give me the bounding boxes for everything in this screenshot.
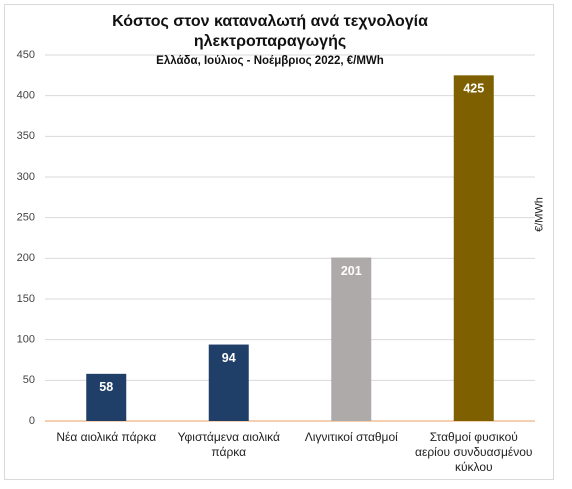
- data-label: 425: [463, 82, 484, 96]
- data-label: 58: [99, 380, 113, 394]
- bar: [331, 257, 372, 421]
- x-tick-label: Νέα αιολικά πάρκα: [56, 430, 157, 444]
- y-tick-label: 350: [17, 130, 35, 142]
- chart-subtitle: Ελλάδα, Ιούλιος - Νοέμβριος 2022, €/MWh: [156, 55, 384, 67]
- chart-frame: [4, 4, 554, 480]
- y-tick-label: 250: [17, 212, 35, 224]
- y-tick-label: 150: [17, 293, 35, 305]
- bar: [453, 75, 494, 421]
- bar: [86, 373, 127, 421]
- y-tick-label: 300: [17, 171, 35, 183]
- data-label: 201: [341, 264, 362, 278]
- bar: [208, 344, 249, 421]
- y-tick-label: 0: [29, 415, 35, 427]
- y-tick-label: 450: [17, 49, 35, 61]
- y-tick-label: 50: [23, 374, 35, 386]
- data-label: 94: [222, 351, 236, 365]
- x-tick-label: Λιγνιτικοί σταθμοί: [304, 430, 398, 444]
- y-tick-label: 100: [17, 334, 35, 346]
- y-tick-label: 200: [17, 252, 35, 264]
- y-axis-label: €/MWh: [533, 197, 546, 232]
- x-tick-label: Σταθμοί φυσικού αερίου συνδυασμένου κύκλ…: [415, 430, 533, 474]
- x-tick-label: Υφιστάμενα αιολικά πάρκα: [177, 430, 280, 459]
- y-tick-label: 400: [17, 90, 35, 102]
- chart-title: Κόστος στον καταναλωτή ανά τεχνολογία ηλ…: [112, 13, 428, 50]
